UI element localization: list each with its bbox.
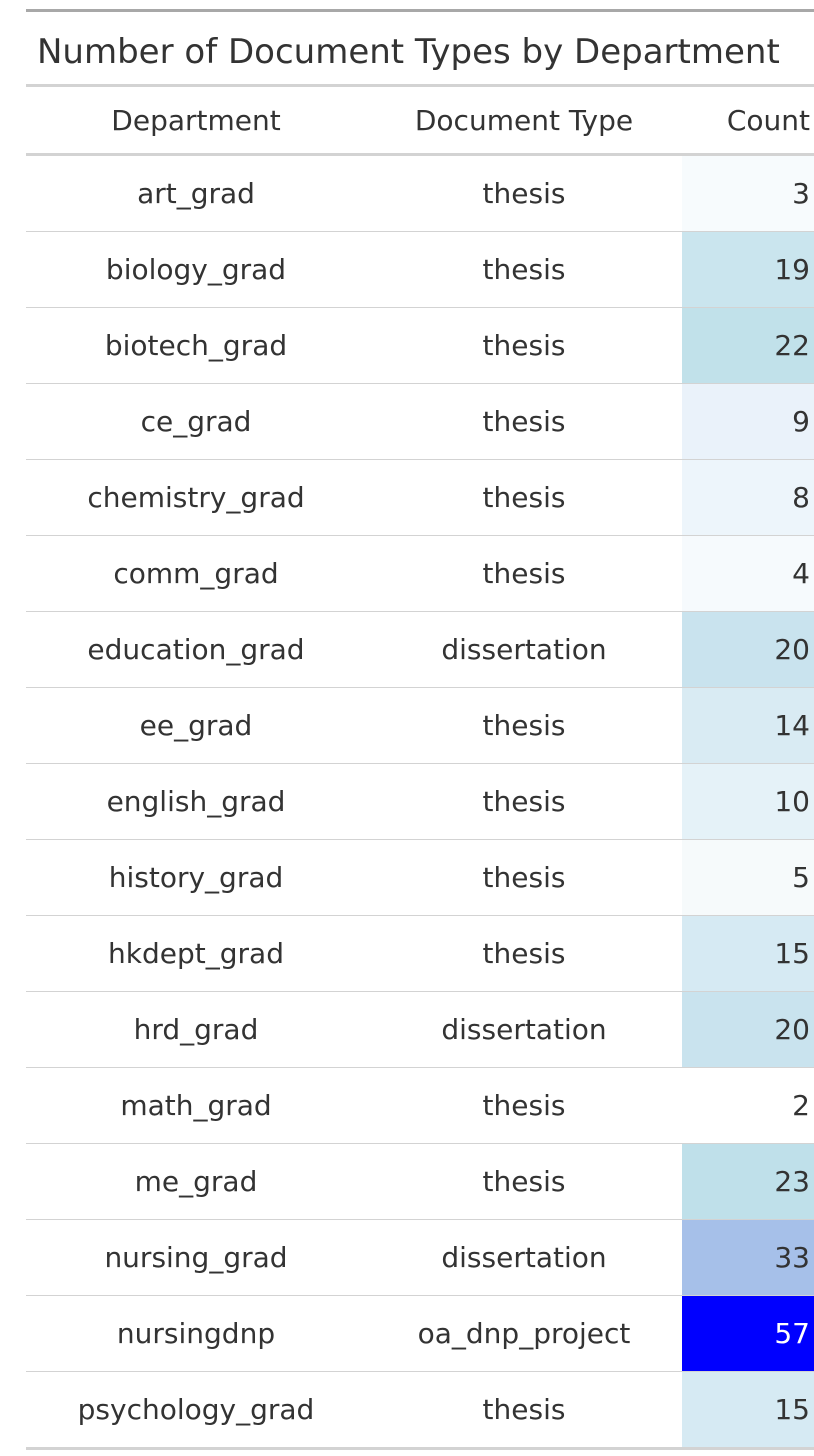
table-row: art_grad thesis 3 — [26, 156, 814, 232]
cell-count: 23 — [682, 1144, 814, 1219]
table-row: me_grad thesis 23 — [26, 1144, 814, 1220]
table-title: Number of Document Types by Department — [37, 32, 780, 72]
cell-department: english_grad — [106, 785, 286, 818]
cell-department: nursingdnp — [116, 1317, 276, 1350]
table-row: chemistry_grad thesis 8 — [26, 460, 814, 536]
cell-document-type: dissertation — [441, 633, 607, 666]
cell-count: 9 — [682, 384, 814, 459]
table-row: hrd_grad dissertation 20 — [26, 992, 814, 1068]
cell-department: chemistry_grad — [87, 481, 305, 514]
header-department: Department — [111, 103, 281, 137]
cell-department: hkdept_grad — [108, 937, 284, 970]
header-row: Department Document Type Count — [26, 87, 814, 153]
table-row: hkdept_grad thesis 15 — [26, 916, 814, 992]
table-body: art_grad thesis 3 biology_grad thesis 19 biote… — [26, 156, 814, 1450]
cell-document-type: oa_dnp_project — [417, 1317, 631, 1350]
cell-document-type: thesis — [482, 253, 566, 286]
cell-document-type: thesis — [482, 557, 566, 590]
cell-document-type: thesis — [482, 709, 566, 742]
cell-department: hrd_grad — [133, 1013, 259, 1046]
cell-department: ce_grad — [140, 405, 252, 438]
cell-document-type: dissertation — [441, 1241, 607, 1274]
table-row: history_grad thesis 5 — [26, 840, 814, 916]
cell-document-type: thesis — [482, 861, 566, 894]
cell-document-type: dissertation — [441, 1013, 607, 1046]
cell-count: 57 — [682, 1296, 814, 1371]
cell-count: 2 — [682, 1068, 814, 1143]
cell-count: 19 — [682, 232, 814, 307]
cell-document-type: thesis — [482, 481, 566, 514]
table-row: nursing_grad dissertation 33 — [26, 1220, 814, 1296]
cell-department: psychology_grad — [77, 1393, 315, 1426]
cell-count: 3 — [682, 156, 814, 231]
cell-department: math_grad — [120, 1089, 272, 1122]
cell-count: 20 — [682, 612, 814, 687]
cell-count: 22 — [682, 308, 814, 383]
cell-department: history_grad — [108, 861, 284, 894]
cell-count: 5 — [682, 840, 814, 915]
cell-department: nursing_grad — [104, 1241, 288, 1274]
table-row: psychology_grad thesis 15 — [26, 1372, 814, 1450]
table-row: math_grad thesis 2 — [26, 1068, 814, 1144]
cell-document-type: thesis — [482, 177, 566, 210]
document-types-table: Number of Document Types by Department D… — [26, 0, 814, 1450]
cell-count: 4 — [682, 536, 814, 611]
cell-department: comm_grad — [113, 557, 279, 590]
table-row: ce_grad thesis 9 — [26, 384, 814, 460]
cell-document-type: thesis — [482, 937, 566, 970]
header-divider — [26, 153, 814, 156]
table-row: english_grad thesis 10 — [26, 764, 814, 840]
table-row: ee_grad thesis 14 — [26, 688, 814, 764]
cell-document-type: thesis — [482, 785, 566, 818]
cell-department: me_grad — [134, 1165, 258, 1198]
table-row: biotech_grad thesis 22 — [26, 308, 814, 384]
table-top-rule — [26, 9, 814, 12]
table-row: comm_grad thesis 4 — [26, 536, 814, 612]
cell-count: 20 — [682, 992, 814, 1067]
cell-count: 8 — [682, 460, 814, 535]
table-row: nursingdnp oa_dnp_project 57 — [26, 1296, 814, 1372]
title-divider — [26, 84, 814, 87]
header-count: Count — [726, 103, 810, 137]
cell-department: art_grad — [137, 177, 255, 210]
cell-department: biology_grad — [105, 253, 287, 286]
cell-document-type: thesis — [482, 1089, 566, 1122]
table-row: education_grad dissertation 20 — [26, 612, 814, 688]
cell-department: education_grad — [87, 633, 305, 666]
header-document-type: Document Type — [414, 103, 634, 137]
cell-document-type: thesis — [482, 329, 566, 362]
cell-count: 15 — [682, 916, 814, 991]
cell-document-type: thesis — [482, 405, 566, 438]
cell-department: ee_grad — [139, 709, 253, 742]
table-row: biology_grad thesis 19 — [26, 232, 814, 308]
cell-department: biotech_grad — [104, 329, 288, 362]
cell-count: 33 — [682, 1220, 814, 1295]
cell-count: 10 — [682, 764, 814, 839]
cell-count: 15 — [682, 1372, 814, 1447]
cell-count: 14 — [682, 688, 814, 763]
cell-document-type: thesis — [482, 1165, 566, 1198]
cell-document-type: thesis — [482, 1393, 566, 1426]
